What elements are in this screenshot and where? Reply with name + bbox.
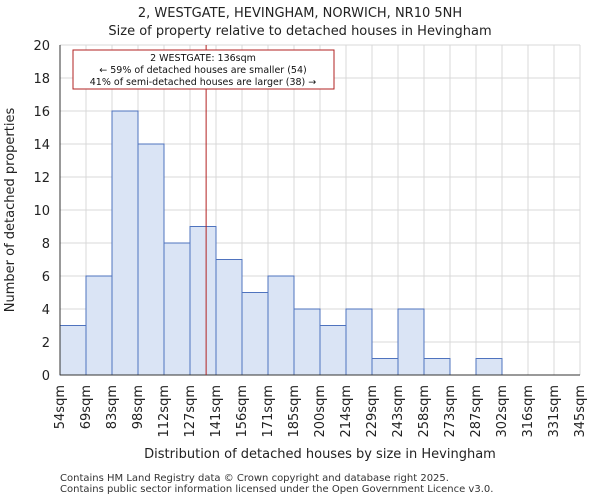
x-tick-label: 112sqm (157, 385, 172, 438)
histogram-bar (215, 259, 243, 376)
x-tick-label: 127sqm (183, 385, 198, 438)
y-tick-label: 16 (33, 105, 50, 120)
bars-layer (59, 110, 503, 376)
x-tick-label: 229sqm (365, 385, 380, 438)
x-tick-label: 214sqm (339, 385, 354, 438)
histogram-bar (475, 358, 503, 376)
annotation-line-2: ← 59% of detached houses are smaller (54… (99, 65, 306, 76)
x-tick-label: 83sqm (105, 385, 120, 429)
annotation-line-1: 2 WESTGATE: 136sqm (150, 53, 256, 64)
histogram-bar (163, 242, 191, 376)
x-tick-label: 200sqm (313, 385, 328, 438)
x-tick-label: 273sqm (443, 385, 458, 438)
y-tick-label: 0 (42, 369, 50, 384)
y-tick-label: 2 (42, 336, 50, 351)
x-tick-label: 287sqm (469, 385, 484, 438)
x-tick-label: 258sqm (417, 385, 432, 438)
annotation-box: 2 WESTGATE: 136sqm ← 59% of detached hou… (72, 49, 335, 90)
x-tick-label: 331sqm (547, 385, 562, 438)
y-tick-label: 6 (42, 270, 50, 285)
footer-licence: Contains public sector information licen… (60, 484, 494, 495)
histogram-bar (137, 143, 165, 376)
histogram-bar (319, 325, 347, 376)
histogram-bar (397, 308, 425, 376)
x-tick-label: 54sqm (53, 385, 68, 429)
annotation-line-3: 41% of semi-detached houses are larger (… (90, 77, 317, 88)
histogram-bar (189, 226, 217, 376)
histogram-bar (111, 110, 139, 376)
histogram-bar (241, 292, 269, 376)
chart-subtitle: Size of property relative to detached ho… (108, 24, 492, 39)
y-tick-label: 10 (33, 204, 50, 219)
x-tick-label: 156sqm (235, 385, 250, 438)
y-axis-label: Number of detached properties (3, 108, 18, 313)
y-tick-label: 4 (42, 303, 50, 318)
histogram-bar (267, 275, 295, 376)
x-tick-label: 141sqm (209, 385, 224, 438)
y-tick-label: 8 (42, 237, 50, 252)
x-tick-label: 69sqm (79, 385, 94, 429)
chart-title: 2, WESTGATE, HEVINGHAM, NORWICH, NR10 5N… (137, 6, 463, 21)
histogram-bar (59, 325, 87, 376)
y-tick-label: 18 (33, 72, 50, 87)
histogram-bar (85, 275, 113, 376)
x-tick-label: 98sqm (131, 385, 146, 429)
x-tick-label: 302sqm (495, 385, 510, 438)
y-tick-label: 20 (33, 39, 50, 54)
x-tick-label: 185sqm (287, 385, 302, 438)
y-tick-label: 12 (33, 171, 50, 186)
histogram-bar (371, 358, 399, 376)
histogram-bar (345, 308, 373, 376)
annotation-border (72, 49, 335, 90)
histogram-bar (423, 358, 451, 376)
footer-copyright: Contains HM Land Registry data © Crown c… (60, 473, 449, 484)
x-tick-label: 345sqm (573, 385, 588, 438)
y-tick-label: 14 (33, 138, 50, 153)
axis-layer: 0 2 4 6 8 10 12 14 16 18 20 54sqm 69sqm 83sqm 98sqm 112… (33, 39, 588, 438)
x-tick-label: 316sqm (521, 385, 536, 438)
x-tick-label: 243sqm (391, 385, 406, 438)
x-axis-label: Distribution of detached houses by size … (144, 447, 496, 462)
histogram-bar (293, 308, 321, 376)
x-tick-label: 171sqm (261, 385, 276, 438)
